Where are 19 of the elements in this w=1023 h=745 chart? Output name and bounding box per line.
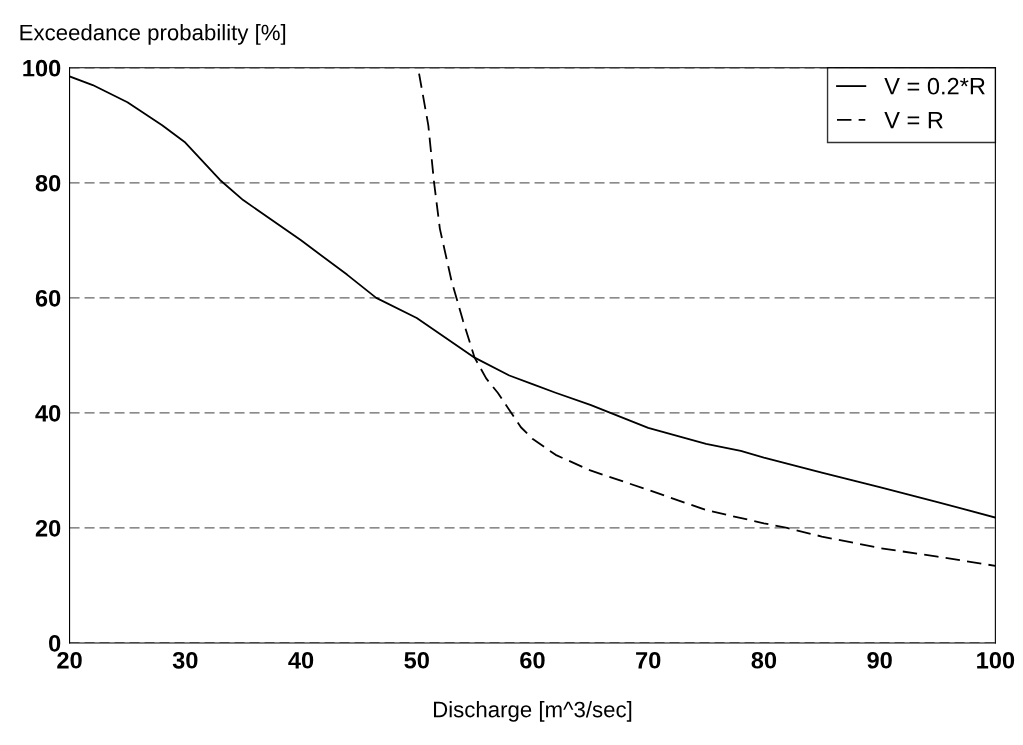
legend-label: V = R: [884, 111, 943, 129]
x-tick-label: 80: [751, 651, 777, 669]
y-tick-label: 80: [35, 174, 61, 192]
x-tick-label: 40: [288, 651, 314, 669]
x-tick-label: 90: [867, 651, 892, 669]
y-axis-title: Exceedance probability [%]: [20, 24, 286, 45]
x-tick-label: 60: [520, 651, 545, 669]
x-axis-title: Discharge [m^3/sec]: [433, 701, 632, 722]
x-tick-label: 30: [172, 651, 198, 669]
y-tick-label: 40: [35, 404, 61, 422]
y-tick-label: 0: [49, 635, 61, 652]
x-tick-label: 20: [57, 651, 82, 669]
x-tick-label: 100: [977, 651, 1015, 669]
y-tick-label: 60: [35, 289, 61, 307]
y-tick-label: 100: [23, 59, 61, 77]
x-tick-label: 50: [404, 651, 429, 669]
x-tick-label: 70: [636, 651, 661, 669]
legend-label: V = 0.2*R: [884, 77, 985, 95]
y-tick-label: 20: [35, 519, 61, 537]
